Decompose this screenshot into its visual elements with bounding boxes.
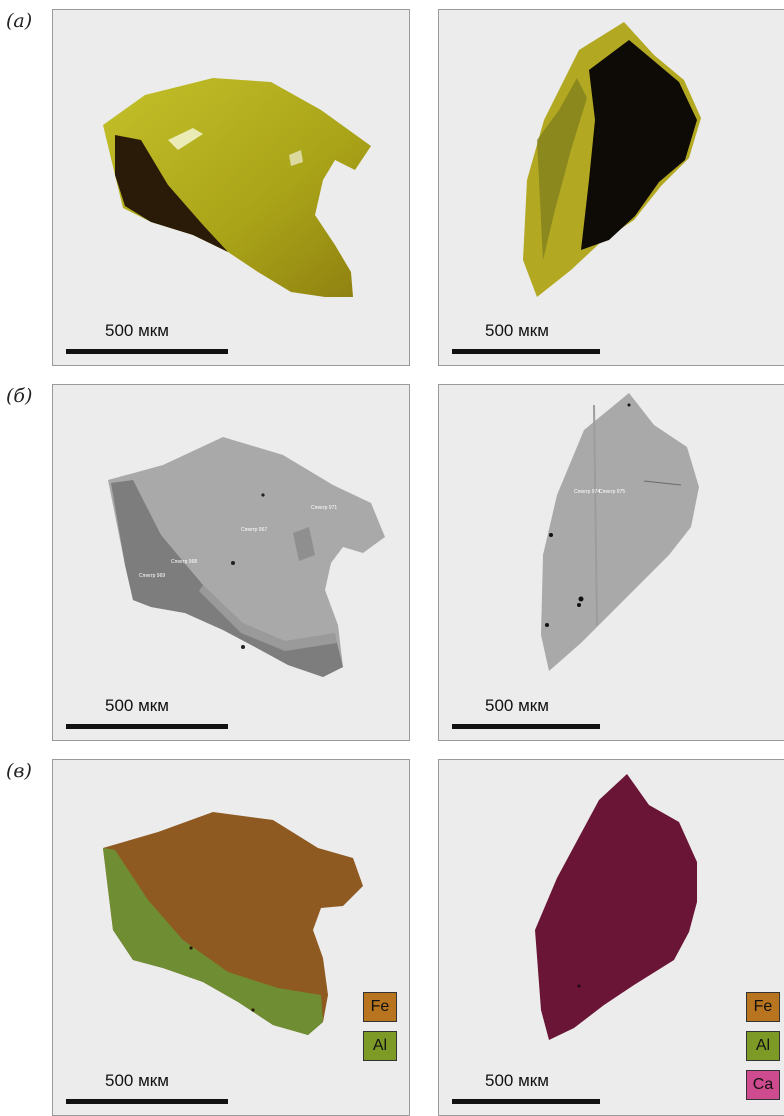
scale-bar-line <box>452 724 600 729</box>
legend-al: Al <box>363 1031 397 1061</box>
optical-photo-left-panel: 500 мкм <box>52 9 410 366</box>
bse-grain-left-image: Спектр 971 Спектр 967 Спектр 968 Спектр … <box>108 437 385 677</box>
spectrum-label: Спектр 975 <box>599 489 625 495</box>
scale-bar-label: 500 мкм <box>485 1071 549 1090</box>
row-label-a: (а) <box>6 10 33 32</box>
row-label-b: (б) <box>6 385 33 407</box>
legend-fe: Fe <box>746 992 780 1022</box>
scale-bar-line <box>452 1099 600 1104</box>
spectrum-label: Спектр 971 <box>311 505 337 511</box>
legend-al: Al <box>746 1031 780 1061</box>
bse-grain-right-image: Спектр 974 Спектр 975 <box>541 393 699 671</box>
spectrum-label: Спектр 968 <box>171 559 197 565</box>
scale-bar-label: 500 мкм <box>485 321 549 340</box>
element-map-left-image <box>103 812 363 1035</box>
scale-bar-line <box>66 349 228 354</box>
row-label-v: (в) <box>6 760 32 782</box>
optical-photo-right-panel: 500 мкм <box>438 9 784 366</box>
scale-bar-line <box>66 724 228 729</box>
bse-image-left-panel: Спектр 971 Спектр 967 Спектр 968 Спектр … <box>52 384 410 741</box>
scale-bar-line <box>452 349 600 354</box>
optical-grain-right-image <box>523 22 701 297</box>
scale-bar-label: 500 мкм <box>105 696 169 715</box>
legend-fe: Fe <box>363 992 397 1022</box>
scale-bar-label: 500 мкм <box>105 1071 169 1090</box>
scale-bar-label: 500 мкм <box>485 696 549 715</box>
element-map-right-panel: Fe Al Ca 500 мкм <box>438 759 784 1116</box>
scale-bar-line <box>66 1099 228 1104</box>
legend-ca: Ca <box>746 1070 780 1100</box>
optical-grain-left-image <box>103 78 371 297</box>
spectrum-label: Спектр 967 <box>241 527 267 533</box>
bse-image-right-panel: Спектр 974 Спектр 975 500 мкм <box>438 384 784 741</box>
scale-bar-label: 500 мкм <box>105 321 169 340</box>
spectrum-label: Спектр 969 <box>139 573 165 579</box>
element-map-left-panel: Fe Al 500 мкм <box>52 759 410 1116</box>
element-map-right-image <box>535 774 697 1040</box>
spectrum-label: Спектр 974 <box>574 489 600 495</box>
